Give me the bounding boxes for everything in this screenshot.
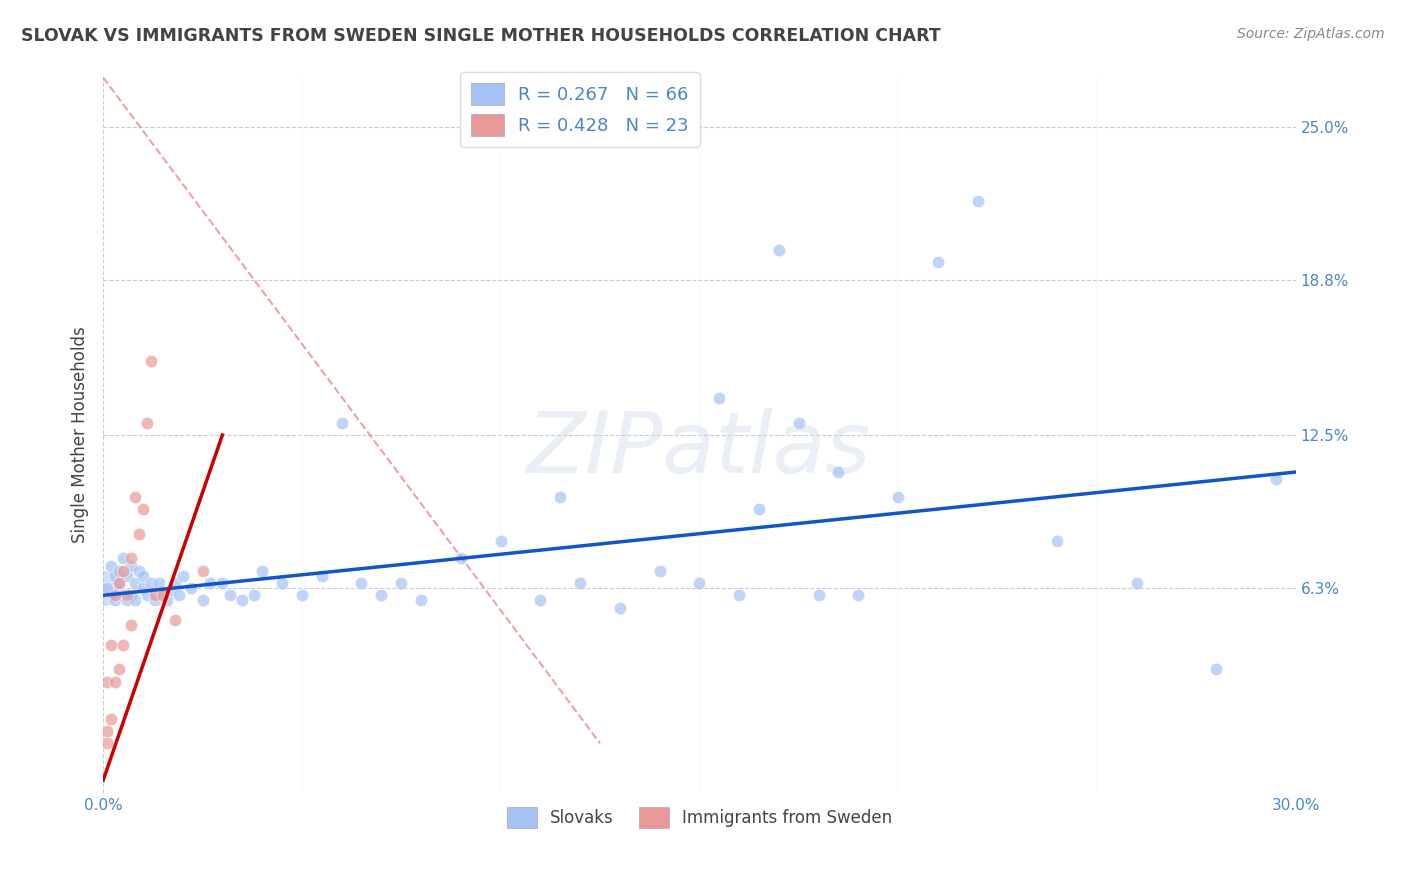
Point [100,558,122,573]
Point [311,568,333,582]
Point [128,564,150,578]
Point [180,581,202,595]
Point [108,564,131,578]
Point [728,588,751,602]
Text: SLOVAK VS IMMIGRANTS FROM SWEDEN SINGLE MOTHER HOUSEHOLDS CORRELATION CHART: SLOVAK VS IMMIGRANTS FROM SWEDEN SINGLE … [21,27,941,45]
Point [768,243,790,257]
Point [807,588,830,602]
Point [548,490,571,504]
Point [104,674,127,689]
Point [927,255,949,269]
Point [111,564,134,578]
Point [148,576,170,591]
Point [1264,472,1286,486]
Point [529,593,551,607]
Point [96,724,118,739]
Point [91,581,114,595]
Point [1205,662,1227,676]
Point [120,551,142,566]
Point [389,576,412,591]
Point [152,588,174,602]
Point [132,581,155,595]
Point [132,502,155,516]
Point [108,576,131,591]
Point [163,576,186,591]
Point [108,662,131,676]
Point [111,638,134,652]
Point [330,416,353,430]
Point [1046,534,1069,549]
Point [132,568,155,582]
Point [115,568,138,582]
Point [688,576,710,591]
Point [96,674,118,689]
Point [100,712,122,726]
Point [143,593,166,607]
Point [104,588,127,602]
Point [128,526,150,541]
Point [243,588,266,602]
Point [124,576,146,591]
Point [104,568,127,582]
Point [450,551,472,566]
Point [291,588,314,602]
Point [139,576,162,591]
Point [887,490,910,504]
Point [108,576,131,591]
Point [143,588,166,602]
Y-axis label: Single Mother Households: Single Mother Households [72,326,89,543]
Point [787,416,810,430]
Point [966,194,988,208]
Point [96,581,118,595]
Point [200,576,222,591]
Point [100,638,122,652]
Point [609,600,631,615]
Point [569,576,592,591]
Point [111,551,134,566]
Point [139,354,162,368]
Point [1125,576,1147,591]
Point [167,588,190,602]
Point [120,558,142,573]
Point [211,576,233,591]
Point [104,593,127,607]
Point [120,588,142,602]
Point [115,588,138,602]
Point [115,593,138,607]
Text: Source: ZipAtlas.com: Source: ZipAtlas.com [1237,27,1385,41]
Point [156,593,179,607]
Point [163,613,186,627]
Point [135,416,157,430]
Point [748,502,770,516]
Point [135,588,157,602]
Point [489,534,512,549]
Point [152,588,174,602]
Text: ZIPatlas: ZIPatlas [527,408,872,491]
Point [111,588,134,602]
Point [191,564,214,578]
Point [159,583,181,598]
Point [120,618,142,632]
Point [250,564,273,578]
Point [172,568,194,582]
Point [709,391,731,405]
Point [124,593,146,607]
Point [96,736,118,750]
Point [219,588,242,602]
Point [411,593,433,607]
Point [124,490,146,504]
Point [648,564,671,578]
Point [271,576,294,591]
Point [231,593,253,607]
Point [191,593,214,607]
Point [370,588,392,602]
Point [350,576,373,591]
Point [846,588,869,602]
Point [827,465,849,479]
Legend: Slovaks, Immigrants from Sweden: Slovaks, Immigrants from Sweden [501,801,898,834]
